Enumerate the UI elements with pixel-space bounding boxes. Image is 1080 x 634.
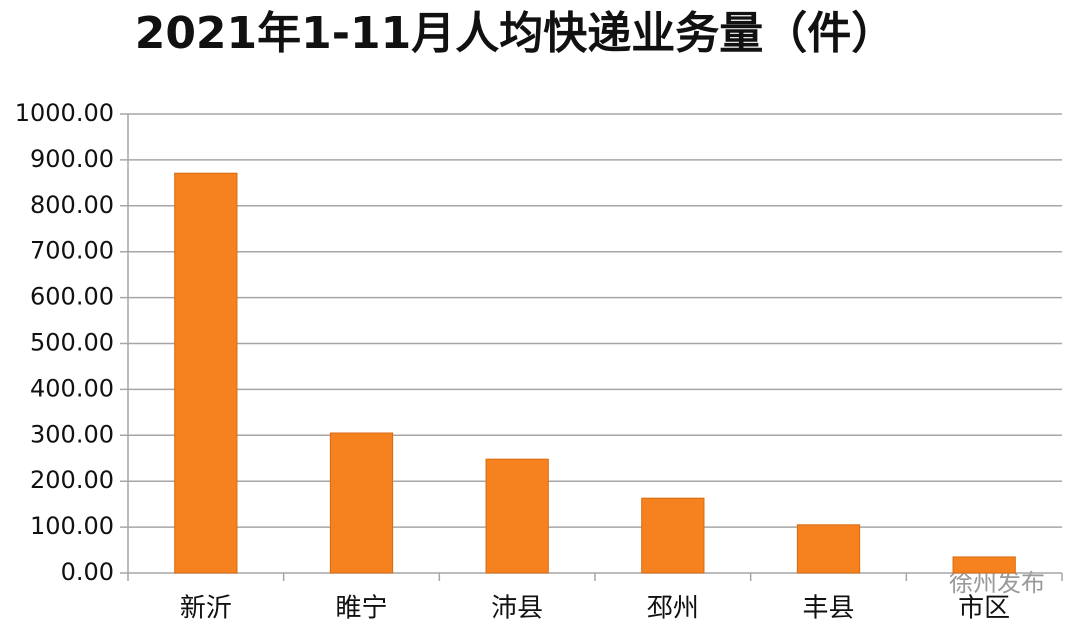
x-tick-label: 新沂 bbox=[180, 594, 232, 624]
bar bbox=[329, 432, 394, 574]
y-tick-label: 700.00 bbox=[30, 237, 114, 265]
y-tick-label: 0.00 bbox=[61, 558, 114, 586]
bar bbox=[174, 172, 238, 574]
x-tick-label: 睢宁 bbox=[335, 594, 387, 624]
x-tick-label: 沛县 bbox=[491, 594, 543, 624]
bar bbox=[796, 524, 861, 574]
x-tick-label: 市区 bbox=[958, 594, 1010, 624]
y-tick-label: 600.00 bbox=[30, 283, 114, 311]
bar bbox=[952, 556, 1016, 574]
y-tick-label: 100.00 bbox=[30, 512, 114, 540]
y-tick-label: 400.00 bbox=[30, 374, 114, 402]
y-tick-label: 1000.00 bbox=[15, 99, 114, 127]
y-tick-label: 300.00 bbox=[30, 420, 114, 448]
y-tick-label: 500.00 bbox=[30, 329, 114, 357]
chart-title: 2021年1-11月人均快递业务量（件） bbox=[135, 8, 896, 59]
y-tick-label: 800.00 bbox=[30, 191, 114, 219]
y-tick-label: 900.00 bbox=[30, 145, 114, 173]
x-tick-label: 丰县 bbox=[802, 594, 854, 624]
y-tick-label: 200.00 bbox=[30, 466, 114, 494]
bar bbox=[485, 458, 549, 574]
x-tick-label: 邳州 bbox=[647, 594, 699, 624]
bar bbox=[641, 497, 705, 574]
